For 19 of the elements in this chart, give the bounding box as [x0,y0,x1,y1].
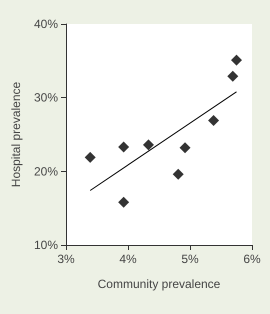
point [227,70,238,82]
point [142,139,154,150]
x-axis-title: Community prevalence [98,277,221,291]
x-tick-label: 3% [57,252,75,266]
y-tick-label: 20% [34,164,58,178]
point [84,152,96,163]
x-tick-label: 4% [119,252,137,266]
point [208,115,220,126]
x-tick-label: 5% [181,252,199,266]
point [231,54,242,66]
point [118,196,130,208]
y-tick-label: 10% [34,238,58,252]
point [180,142,191,154]
y-axis-title: Hospital prevalence [9,81,23,188]
x-tick-label: 6% [243,252,261,266]
y-tick-label: 40% [34,17,58,31]
y-tick-label: 30% [34,90,58,105]
point [172,168,184,180]
point [118,142,130,153]
